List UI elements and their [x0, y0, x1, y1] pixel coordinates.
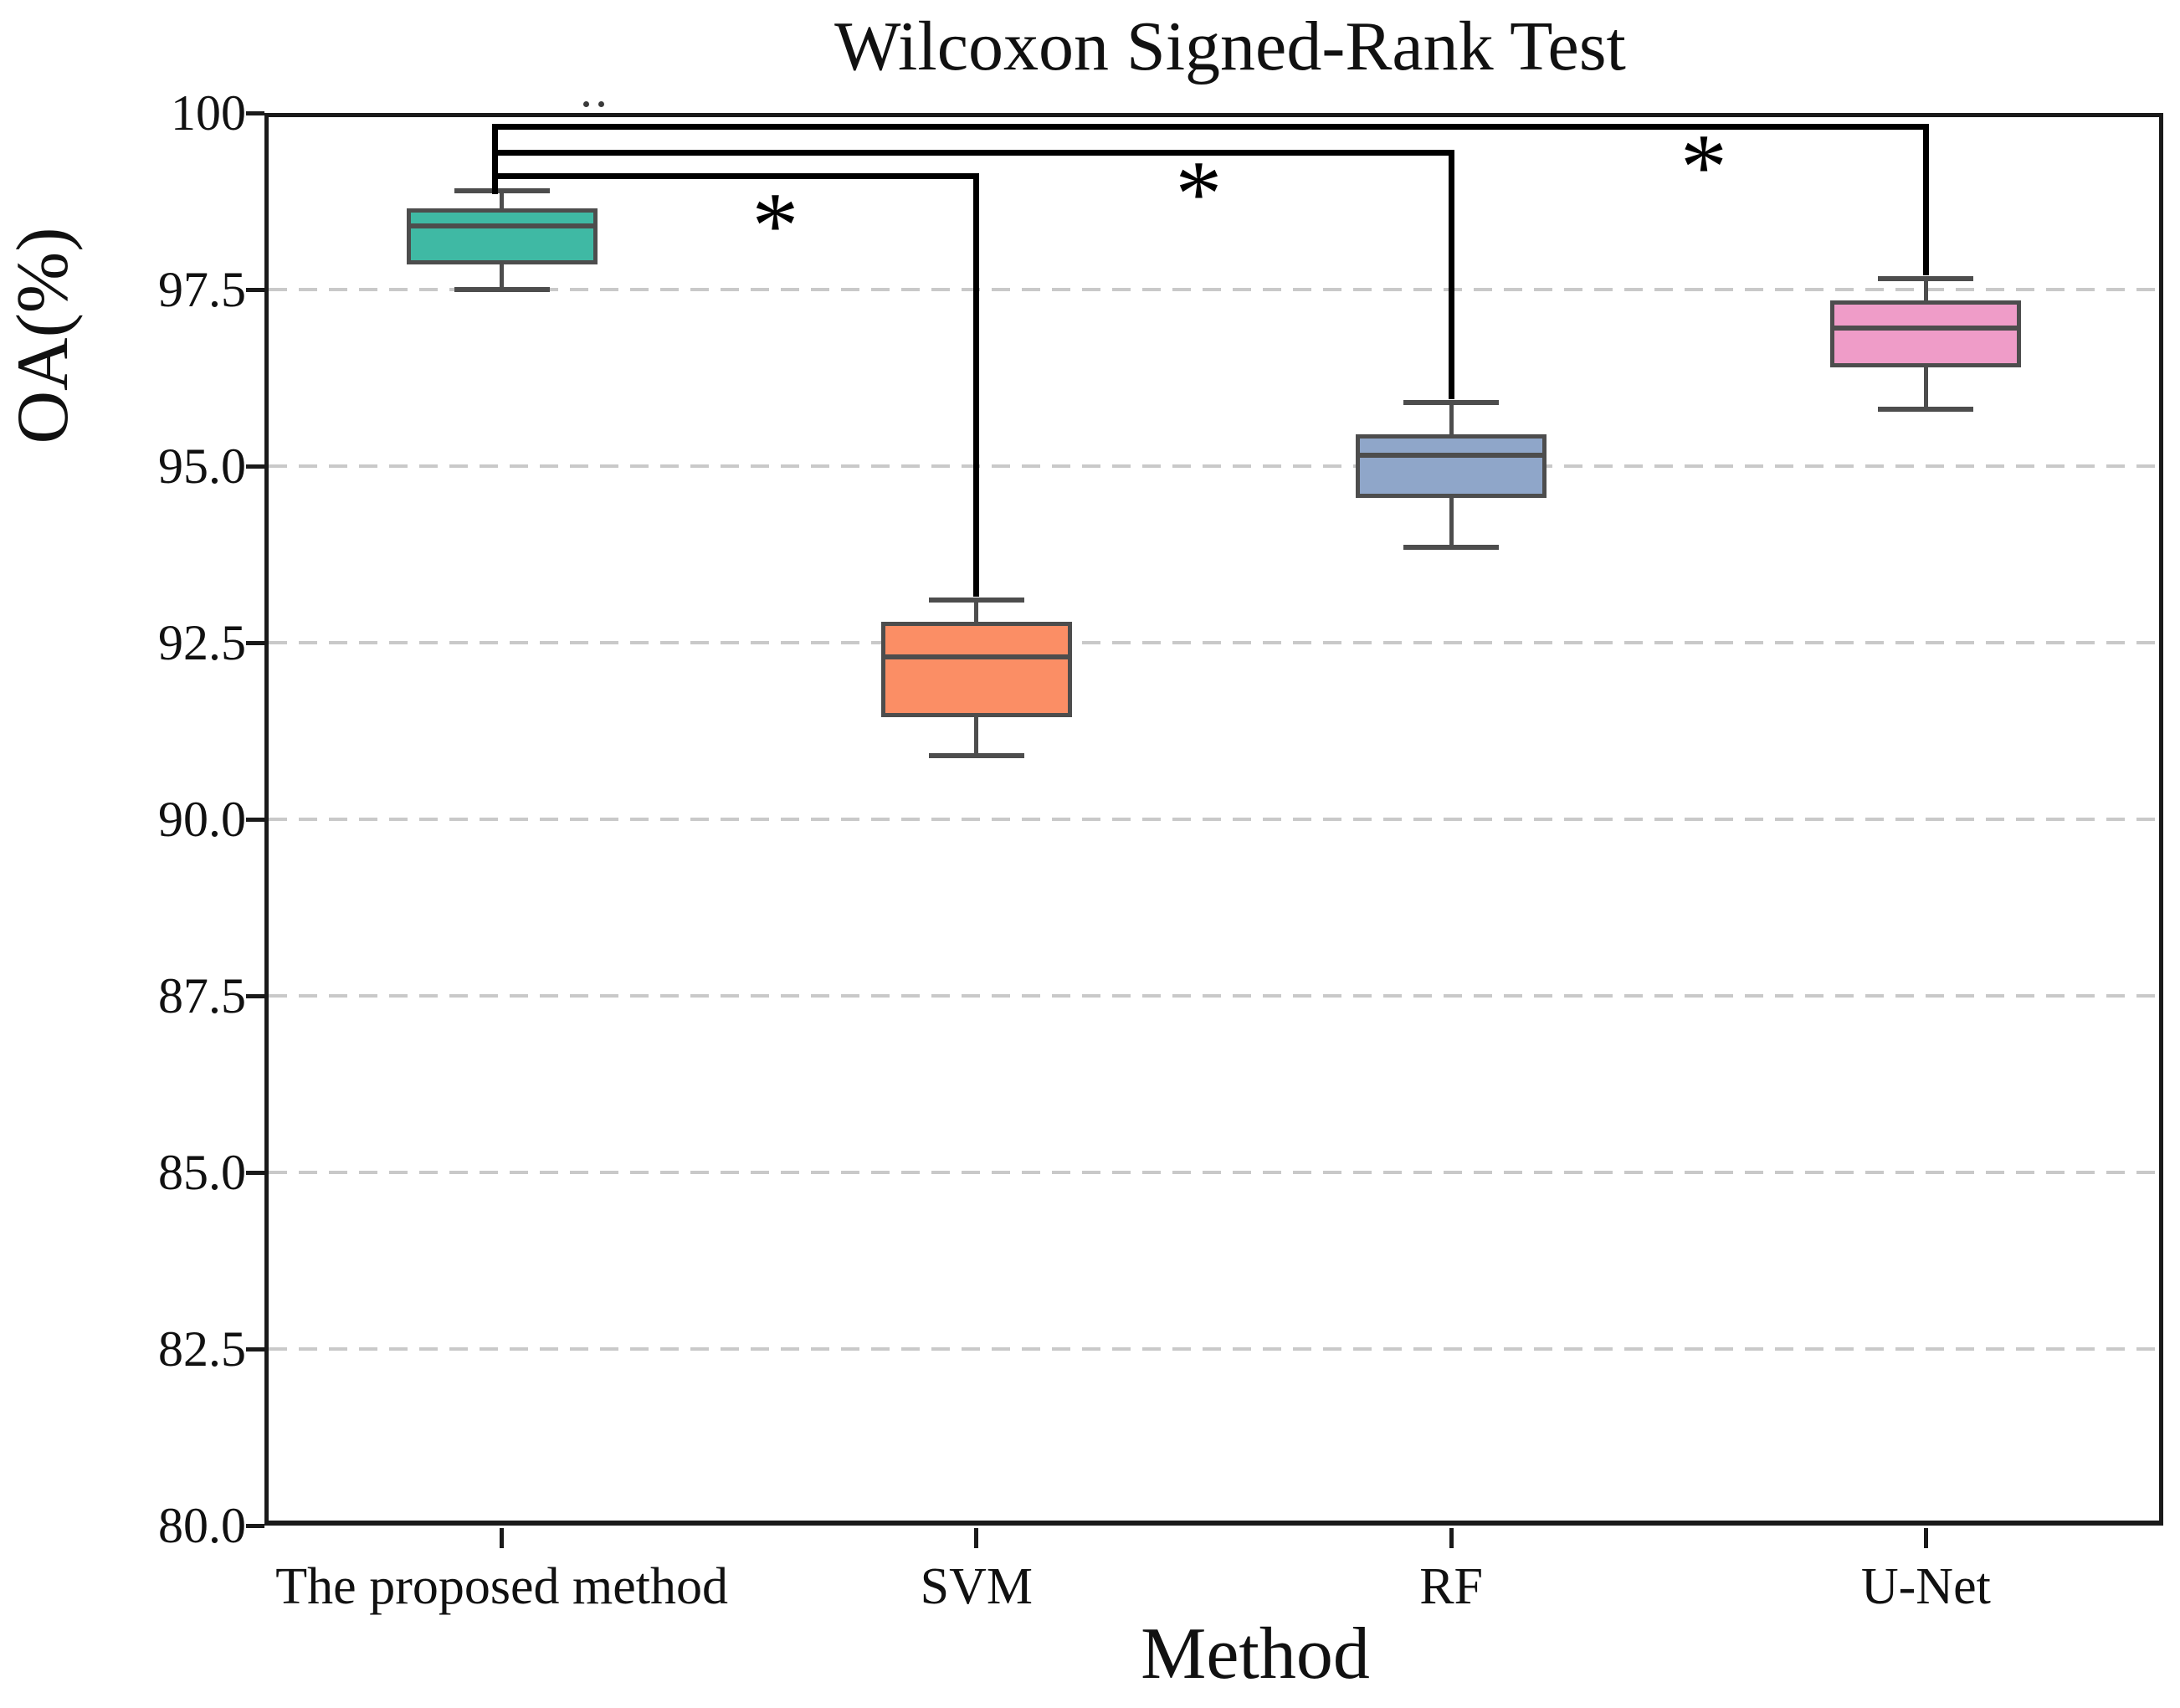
box-median-the-proposed-method	[410, 223, 593, 229]
plot-area-frame	[264, 113, 2163, 1526]
whisker-cap-upper-the-proposed-method	[454, 187, 550, 193]
gridline-85-0	[269, 1171, 2159, 1174]
whisker-cap-upper-rf	[1403, 400, 1500, 406]
whisker-lower-u-net	[1923, 367, 1928, 410]
y-tick-label-100: 100	[171, 85, 246, 141]
significance-marker-svm: *	[751, 173, 799, 278]
whisker-cap-lower-the-proposed-method	[454, 287, 550, 292]
significance-drop-svm	[973, 176, 980, 598]
significance-marker-rf: *	[1175, 141, 1223, 246]
whisker-cap-lower-svm	[928, 753, 1024, 759]
x-tick-label-rf: RF	[1419, 1558, 1484, 1615]
whisker-upper-the-proposed-method	[500, 190, 505, 208]
whisker-upper-u-net	[1923, 279, 1928, 300]
gridline-92-5	[269, 641, 2159, 644]
box-svm	[880, 621, 1072, 717]
y-tick-label-92-5: 92.5	[158, 615, 246, 670]
significance-source-stem	[492, 126, 499, 195]
box-median-u-net	[1834, 326, 2018, 331]
significance-drop-rf	[1448, 152, 1454, 399]
whisker-lower-rf	[1449, 497, 1454, 548]
x-tick-label-u-net: U-Net	[1860, 1558, 1991, 1615]
gridline-87-5	[269, 994, 2159, 998]
x-tick-svm	[974, 1528, 979, 1548]
y-tick-97-5	[246, 287, 264, 292]
whisker-cap-lower-rf	[1403, 545, 1500, 551]
y-tick-label-95-0: 95.0	[158, 439, 246, 494]
artifact-dot-2	[598, 101, 605, 108]
y-tick-82-5	[246, 1346, 264, 1352]
y-tick-100	[246, 110, 264, 115]
gridline-97-5	[269, 288, 2159, 291]
significance-drop-u-net	[1922, 126, 1929, 276]
whisker-upper-rf	[1449, 403, 1454, 434]
x-tick-the-proposed-method	[500, 1528, 505, 1548]
whisker-cap-upper-svm	[928, 598, 1024, 603]
box-u-net	[1830, 300, 2022, 367]
y-tick-87-5	[246, 993, 264, 998]
whisker-lower-svm	[974, 716, 979, 757]
y-tick-92-5	[246, 640, 264, 645]
significance-bracket-rf	[492, 149, 1454, 156]
x-tick-label-svm: SVM	[920, 1558, 1034, 1615]
gridline-95-0	[269, 464, 2159, 468]
significance-marker-u-net: *	[1680, 115, 1727, 219]
significance-bracket-u-net	[492, 124, 1929, 131]
y-tick-label-97-5: 97.5	[158, 262, 246, 317]
x-tick-label-the-proposed-method: The proposed method	[275, 1558, 728, 1615]
y-tick-85-0	[246, 1170, 264, 1175]
y-tick-label-87-5: 87.5	[158, 968, 246, 1023]
y-tick-label-82-5: 82.5	[158, 1321, 246, 1377]
box-median-rf	[1360, 453, 1543, 459]
x-tick-u-net	[1923, 1528, 1928, 1548]
y-tick-90-0	[246, 817, 264, 822]
y-tick-label-90-0: 90.0	[158, 792, 246, 847]
box-rf	[1356, 434, 1547, 498]
y-tick-label-80-0: 80.0	[158, 1498, 246, 1553]
y-tick-95-0	[246, 464, 264, 469]
whisker-lower-the-proposed-method	[500, 264, 505, 290]
significance-bracket-svm	[492, 172, 980, 179]
y-tick-80-0	[246, 1523, 264, 1528]
gridline-82-5	[269, 1347, 2159, 1351]
x-tick-rf	[1449, 1528, 1454, 1548]
box-the-proposed-method	[406, 208, 598, 265]
box-median-svm	[885, 654, 1068, 659]
whisker-cap-lower-u-net	[1878, 407, 1974, 413]
y-tick-label-85-0: 85.0	[158, 1145, 246, 1200]
chart-title: Wilcoxon Signed-Rank Test	[834, 8, 1626, 85]
x-axis-label: Method	[1141, 1613, 1370, 1695]
artifact-dot-1	[583, 101, 590, 108]
gridline-90-0	[269, 818, 2159, 821]
whisker-upper-svm	[974, 600, 979, 622]
whisker-cap-upper-u-net	[1878, 276, 1974, 282]
